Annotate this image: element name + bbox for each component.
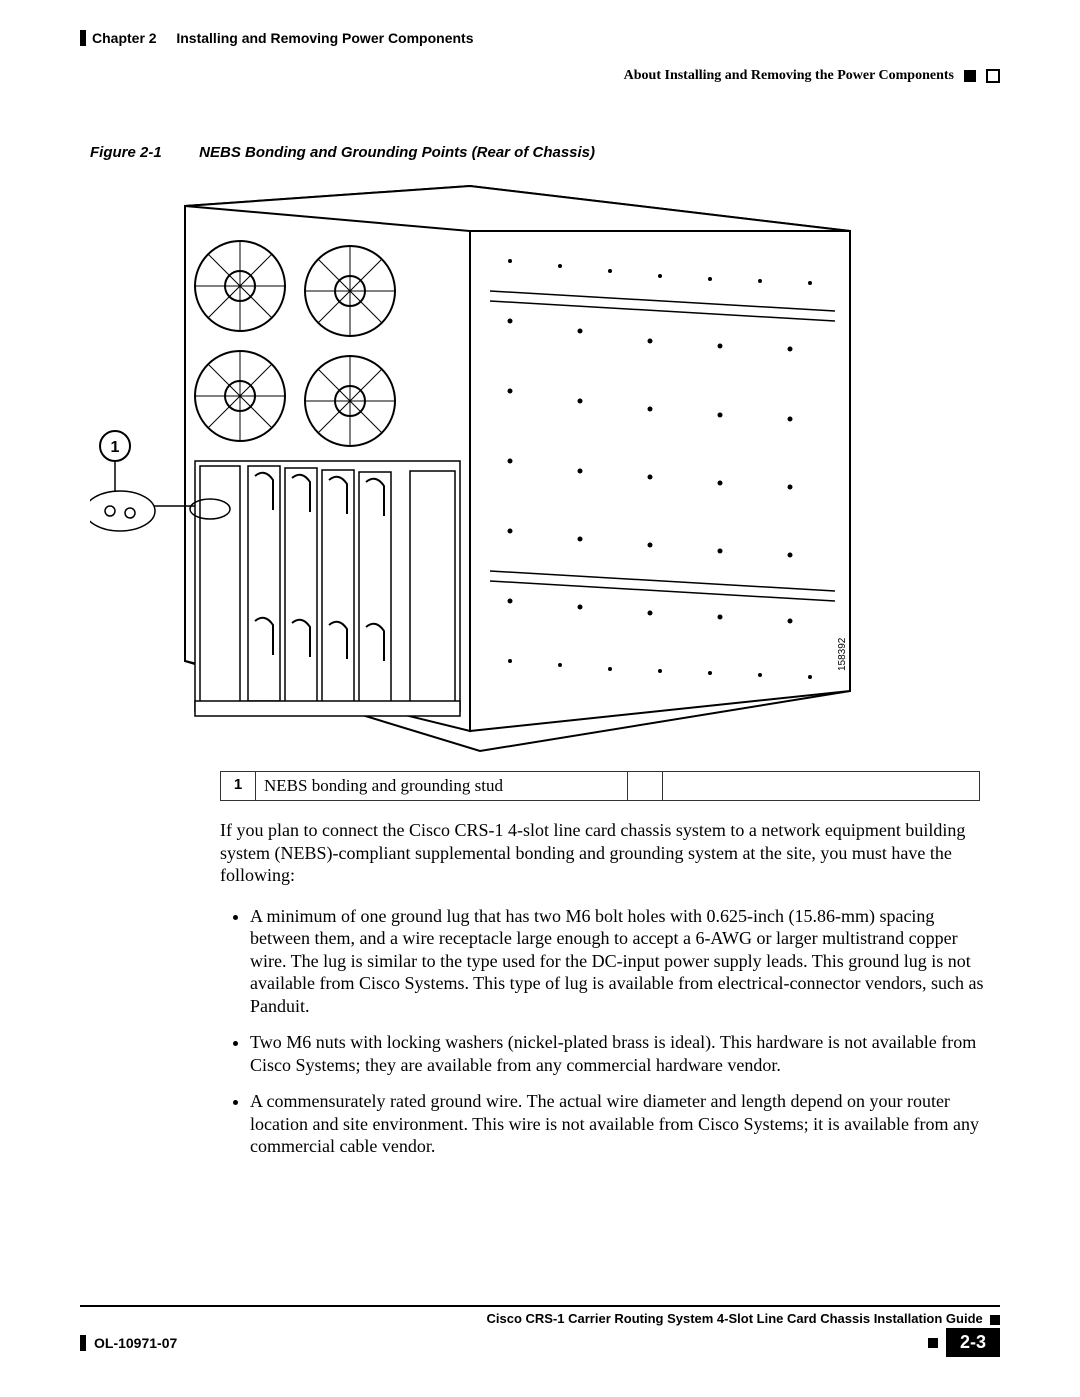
header-box-open-icon	[986, 69, 1000, 83]
header-bar-icon	[80, 30, 86, 46]
section-title: About Installing and Removing the Power …	[624, 68, 954, 84]
legend-empty-2	[663, 772, 980, 801]
chapter-number: Chapter 2	[92, 30, 157, 46]
figure-diagram: 1 158392	[80, 171, 1000, 761]
header-chapter: Chapter 2 Installing and Removing Power …	[80, 30, 474, 46]
chapter-title: Installing and Removing Power Components	[176, 30, 473, 46]
page-number: 2-3	[946, 1328, 1000, 1357]
footer-box-icon	[990, 1315, 1000, 1325]
footer-docid: OL-10971-07	[94, 1335, 177, 1351]
intro-paragraph: If you plan to connect the Cisco CRS-1 4…	[220, 819, 990, 887]
figure-number: Figure 2-1	[90, 144, 195, 161]
req-item-2: Two M6 nuts with locking washers (nickel…	[250, 1031, 990, 1076]
req-item-1: A minimum of one ground lug that has two…	[250, 905, 990, 1018]
legend-empty-1	[628, 772, 663, 801]
footer-box-icon-2	[928, 1338, 938, 1348]
figure-caption: Figure 2-1 NEBS Bonding and Grounding Po…	[90, 144, 1000, 161]
header-section: About Installing and Removing the Power …	[80, 68, 1000, 84]
req-item-3: A commensurately rated ground wire. The …	[250, 1090, 990, 1158]
footer-guide-title: Cisco CRS-1 Carrier Routing System 4-Slo…	[486, 1311, 982, 1326]
figure-legend-table: 1 NEBS bonding and grounding stud	[220, 771, 980, 801]
footer-bar-icon	[80, 1335, 86, 1351]
callout-1-label: 1	[111, 439, 120, 456]
legend-desc: NEBS bonding and grounding stud	[256, 772, 628, 801]
card-cage	[195, 461, 460, 716]
header-box-icon	[964, 70, 976, 82]
chassis-illustration: 1 158392	[90, 171, 990, 761]
requirements-list: A minimum of one ground lug that has two…	[220, 905, 990, 1158]
figure-title: NEBS Bonding and Grounding Points (Rear …	[199, 144, 595, 161]
page-footer: Cisco CRS-1 Carrier Routing System 4-Slo…	[80, 1305, 1000, 1357]
legend-num: 1	[221, 772, 256, 801]
image-id: 158392	[837, 637, 848, 671]
page-header: Chapter 2 Installing and Removing Power …	[80, 30, 1000, 84]
